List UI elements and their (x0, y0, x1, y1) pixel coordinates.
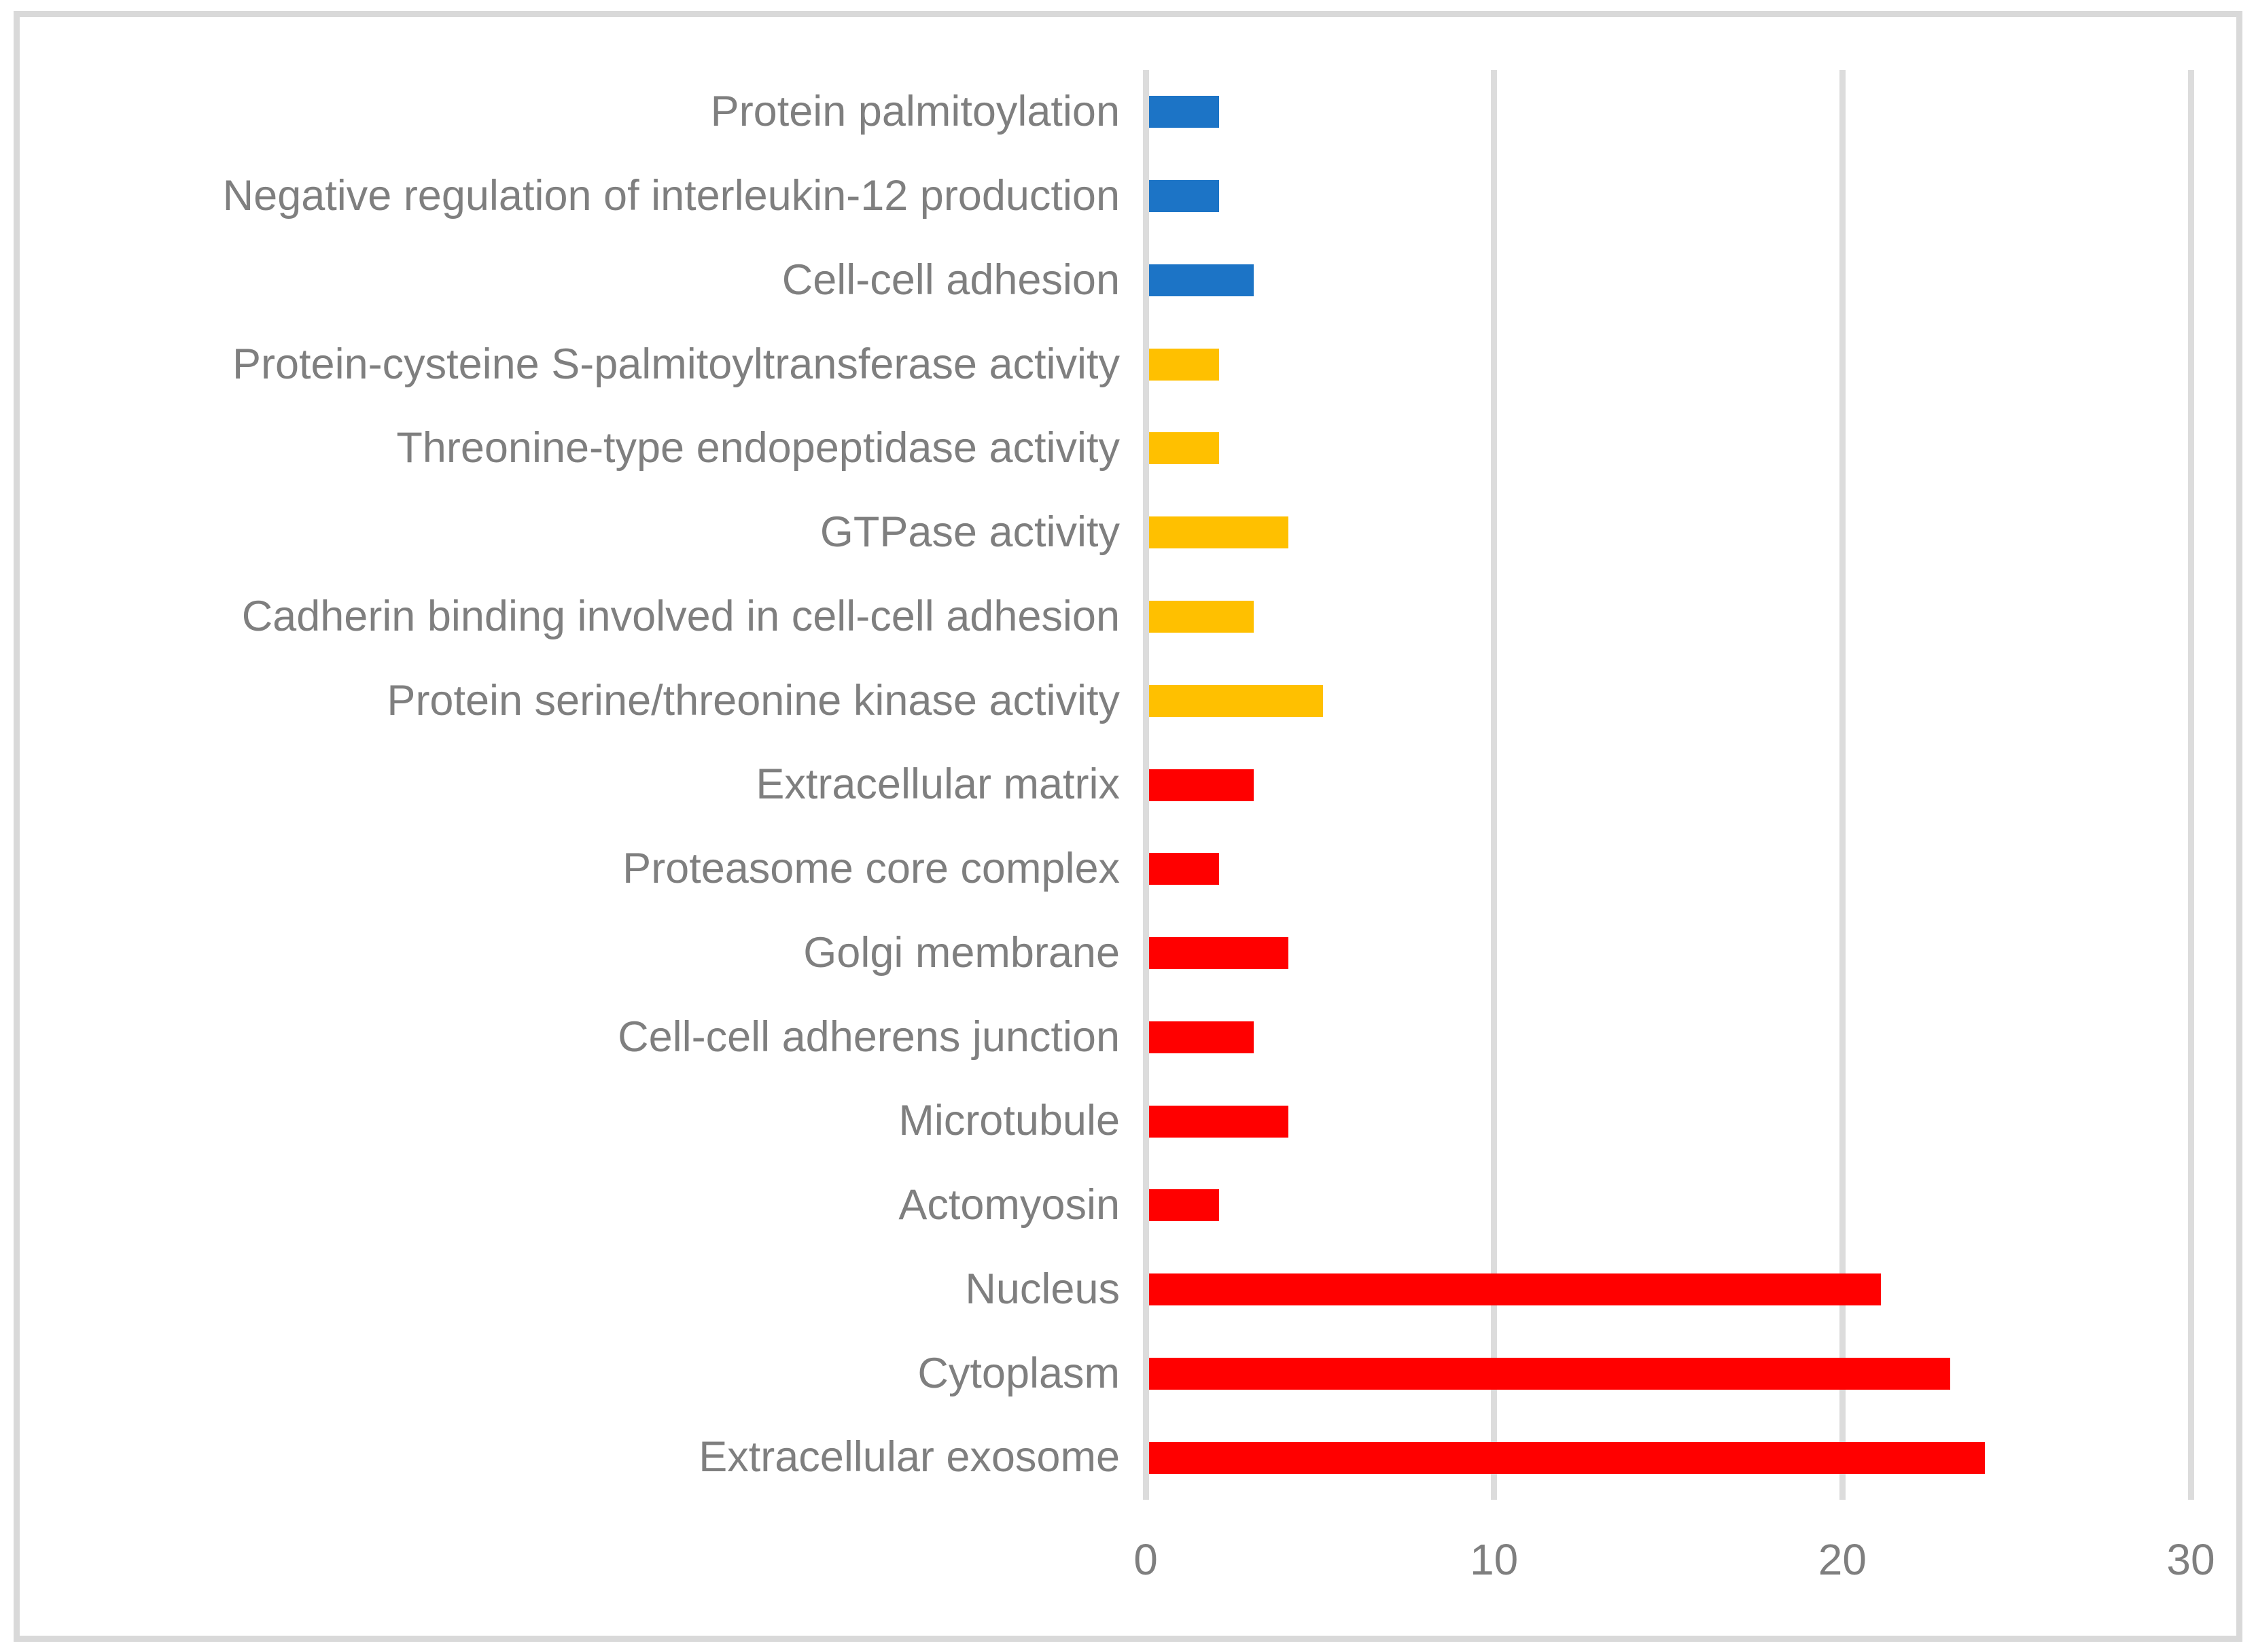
category-label-text: GTPase activity (819, 508, 1120, 557)
bar-track (1146, 1163, 2191, 1248)
bar-row: Extracellular exosome (41, 1416, 2191, 1500)
bar-track (1146, 70, 2191, 154)
bar-track (1146, 1248, 2191, 1332)
bar (1149, 937, 1289, 970)
category-label: Actomyosin (41, 1181, 1146, 1229)
category-label: Protein palmitoylation (41, 88, 1146, 135)
category-label-text: Negative regulation of interleukin-12 pr… (222, 172, 1120, 219)
category-label: Microtubule (41, 1097, 1146, 1145)
bar (1149, 1021, 1254, 1053)
x-tick-label: 10 (1470, 1535, 1519, 1584)
category-label: Threonine-type endopeptidase activity (41, 424, 1146, 472)
x-tick-label: 30 (2166, 1535, 2215, 1584)
category-label: Golgi membrane (41, 928, 1146, 977)
bar (1149, 96, 1219, 128)
bar (1149, 600, 1254, 633)
bar-row: Negative regulation of interleukin-12 pr… (41, 154, 2191, 239)
bar (1149, 1357, 1951, 1390)
bar-row: Nucleus (41, 1248, 2191, 1332)
category-label: Proteasome core complex (41, 845, 1146, 892)
bar-row: Cell-cell adherens junction (41, 995, 2191, 1079)
bar (1149, 1273, 1881, 1306)
category-label-text: Protein palmitoylation (710, 88, 1120, 136)
bar (1149, 432, 1219, 465)
category-label-text: Cadherin binding involved in cell-cell a… (241, 592, 1120, 640)
category-label: Nucleus (41, 1265, 1146, 1313)
bar-row: Extracellular matrix (41, 743, 2191, 827)
category-label-text: Cytoplasm (917, 1349, 1120, 1397)
bar-track (1146, 658, 2191, 743)
bar-track (1146, 154, 2191, 239)
bar (1149, 684, 1324, 717)
category-label: Cytoplasm (41, 1350, 1146, 1397)
x-tick-label: 0 (1133, 1535, 1158, 1584)
bar-track (1146, 995, 2191, 1079)
x-tick-label: 20 (1818, 1535, 1867, 1584)
bar-row: Protein serine/threonine kinase activity (41, 658, 2191, 743)
category-label-text: Cell-cell adherens junction (618, 1013, 1120, 1061)
category-label: Protein serine/threonine kinase activity (41, 676, 1146, 724)
figure-border (14, 11, 2242, 1642)
bar (1149, 516, 1289, 549)
category-label: Cell-cell adherens junction (41, 1013, 1146, 1061)
bar-row: Actomyosin (41, 1163, 2191, 1248)
bar-track (1146, 322, 2191, 406)
bar (1149, 853, 1219, 885)
bar (1149, 769, 1254, 801)
category-label-text: Actomyosin (898, 1181, 1120, 1229)
category-label-text: Proteasome core complex (622, 845, 1120, 893)
bar-row: Cytoplasm (41, 1331, 2191, 1416)
bar-track (1146, 1331, 2191, 1416)
category-label-text: Extracellular matrix (756, 760, 1120, 809)
bar (1149, 1441, 1986, 1474)
category-label-text: Nucleus (965, 1265, 1120, 1313)
plot-area (1142, 70, 2194, 1500)
gridline-x-30 (2187, 70, 2194, 1500)
category-label-text: Golgi membrane (803, 928, 1120, 977)
category-label-text: Threonine-type endopeptidase activity (396, 424, 1120, 472)
bar-row: Cell-cell adhesion (41, 239, 2191, 323)
category-label: Extracellular exosome (41, 1434, 1146, 1481)
bar-track (1146, 827, 2191, 911)
bar-track (1146, 575, 2191, 659)
category-label: Cadherin binding involved in cell-cell a… (41, 593, 1146, 640)
bar (1149, 348, 1219, 381)
category-label-text: Protein serine/threonine kinase activity (387, 676, 1120, 724)
bar (1149, 180, 1219, 213)
bar-row: Protein-cysteine S-palmitoyltransferase … (41, 322, 2191, 406)
bar-track (1146, 911, 2191, 996)
bar-row: Cadherin binding involved in cell-cell a… (41, 575, 2191, 659)
bar (1149, 1105, 1289, 1138)
bar-row: Threonine-type endopeptidase activity (41, 406, 2191, 491)
bar-track (1146, 1079, 2191, 1163)
bar-row: Microtubule (41, 1079, 2191, 1163)
category-label: Cell-cell adhesion (41, 256, 1146, 304)
bar-row: Proteasome core complex (41, 827, 2191, 911)
bar (1149, 264, 1254, 296)
bar-track (1146, 491, 2191, 575)
category-label: GTPase activity (41, 508, 1146, 557)
category-label: Negative regulation of interleukin-12 pr… (41, 172, 1146, 219)
category-label: Extracellular matrix (41, 760, 1146, 809)
bar-row: GTPase activity (41, 491, 2191, 575)
bar-track (1146, 1416, 2191, 1500)
gridline-x-0 (1142, 70, 1149, 1500)
bar-track (1146, 743, 2191, 827)
category-label-text: Extracellular exosome (699, 1433, 1120, 1481)
bar-row: Protein palmitoylation (41, 70, 2191, 154)
category-label-text: Protein-cysteine S-palmitoyltransferase … (232, 340, 1120, 388)
category-label: Protein-cysteine S-palmitoyltransferase … (41, 340, 1146, 388)
category-label-text: Microtubule (898, 1097, 1120, 1145)
bar-track (1146, 406, 2191, 491)
bar-rows-container: Protein palmitoylation Negative regulatio… (41, 70, 2191, 1500)
category-label-text: Cell-cell adhesion (781, 256, 1120, 304)
gridline-x-10 (1491, 70, 1498, 1500)
bar (1149, 1189, 1219, 1222)
bar-row: Golgi membrane (41, 911, 2191, 996)
gridline-x-20 (1839, 70, 1846, 1500)
bar-track (1146, 239, 2191, 323)
